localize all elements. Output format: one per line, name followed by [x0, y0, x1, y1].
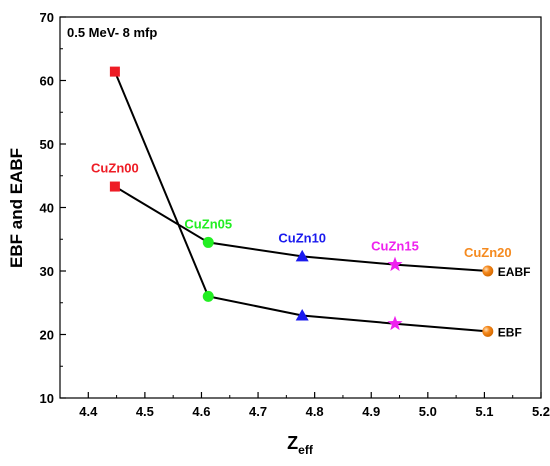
y-tick-label: 70 — [40, 10, 54, 25]
x-tick-label: 5.0 — [419, 404, 437, 419]
marker-ebf-cuzn00 — [109, 66, 120, 77]
y-tick-label: 30 — [40, 264, 54, 279]
point-label-cuzn20: CuZn20 — [464, 245, 512, 260]
series-line-ebf — [113, 71, 488, 333]
x-axis-label-main: Z — [287, 433, 298, 453]
x-tick-label: 4.7 — [249, 404, 267, 419]
x-tick-label: 4.4 — [79, 404, 98, 419]
plot-markers — [109, 66, 494, 337]
x-tick-label: 4.8 — [306, 404, 324, 419]
marker-eabf-cuzn20 — [482, 265, 494, 277]
y-tick-label: 40 — [40, 201, 54, 216]
y-tick-label: 60 — [40, 74, 54, 89]
x-tick-label: 4.5 — [136, 404, 154, 419]
series-label-ebf: EBF — [498, 325, 522, 339]
marker-eabf-cuzn15 — [387, 256, 403, 272]
marker-ebf-cuzn20 — [482, 325, 494, 337]
plot-frame — [59, 16, 542, 399]
marker-ebf-cuzn05 — [202, 290, 214, 302]
plot-labels: CuZn00 CuZn05 CuZn10 CuZn15 CuZn20 EABF EBF — [91, 161, 530, 340]
x-tick-label: 4.9 — [362, 404, 380, 419]
plot-axes: 4.4 4.5 4.6 4.7 4.8 4.9 5.0 5.1 5.2 10 20 30 40 50 60 7… — [40, 10, 550, 419]
marker-eabf-cuzn05 — [202, 236, 214, 248]
marker-ebf-cuzn10 — [295, 308, 309, 321]
x-tick-label: 4.6 — [192, 404, 210, 419]
y-tick-label: 20 — [40, 328, 54, 343]
plot-lines — [113, 71, 488, 333]
marker-ebf-cuzn15 — [387, 315, 403, 331]
y-axis-label: EBF and EABF — [7, 148, 26, 268]
point-label-cuzn10: CuZn10 — [278, 230, 326, 245]
x-axis-label-subscript: eff — [298, 443, 314, 457]
x-tick-label: 5.2 — [532, 404, 550, 419]
series-label-eabf: EABF — [498, 265, 531, 279]
chart-annotation: 0.5 MeV- 8 mfp — [67, 25, 157, 40]
marker-eabf-cuzn00 — [109, 181, 120, 192]
y-tick-label: 10 — [40, 391, 54, 406]
marker-eabf-cuzn10 — [295, 249, 309, 262]
point-label-cuzn15: CuZn15 — [371, 239, 419, 254]
point-label-cuzn00: CuZn00 — [91, 161, 139, 176]
y-tick-label: 50 — [40, 137, 54, 152]
point-label-cuzn05: CuZn05 — [184, 216, 232, 231]
x-tick-label: 5.1 — [475, 404, 493, 419]
x-axis-label: Zeff — [287, 433, 314, 457]
